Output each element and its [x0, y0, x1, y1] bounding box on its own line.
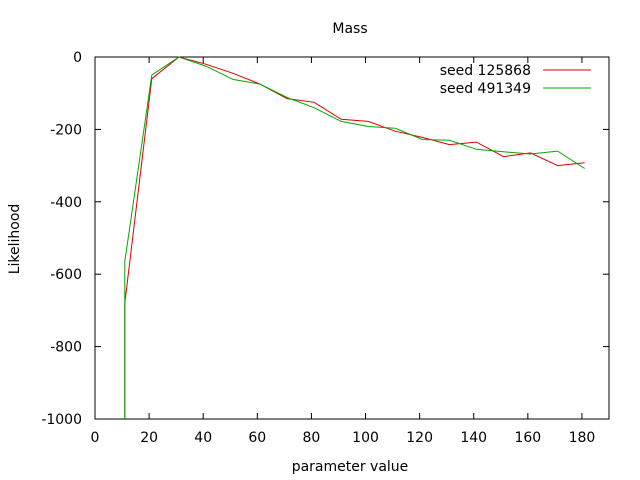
- series-line-1: [124, 56, 585, 419]
- x-tick-label: 20: [140, 430, 158, 446]
- x-tick-label: 80: [303, 430, 321, 446]
- x-tick-label: 0: [91, 430, 100, 446]
- x-tick-label: 140: [460, 430, 487, 446]
- y-axis-label: Likelihood: [7, 204, 23, 275]
- x-axis-label: parameter value: [292, 459, 409, 475]
- x-tick-label: 60: [248, 430, 266, 446]
- legend-label-1: seed 125868: [440, 63, 531, 79]
- chart-title: Mass: [332, 21, 367, 37]
- y-tick-label: 0: [73, 50, 82, 66]
- x-tick-label: 160: [514, 430, 541, 446]
- y-tick-label: -400: [50, 195, 82, 211]
- x-tick-label: 180: [569, 430, 596, 446]
- legend-label-2: seed 491349: [440, 81, 531, 97]
- y-tick-label: -600: [50, 267, 82, 283]
- x-tick-label: 100: [352, 430, 379, 446]
- series-line-2: [124, 56, 585, 419]
- y-tick-label: -200: [50, 122, 82, 138]
- x-tick-label: 120: [406, 430, 433, 446]
- x-tick-label: 40: [194, 430, 212, 446]
- y-tick-label: -800: [50, 340, 82, 356]
- y-tick-label: -1000: [41, 412, 82, 428]
- plot-frame: [94, 56, 610, 420]
